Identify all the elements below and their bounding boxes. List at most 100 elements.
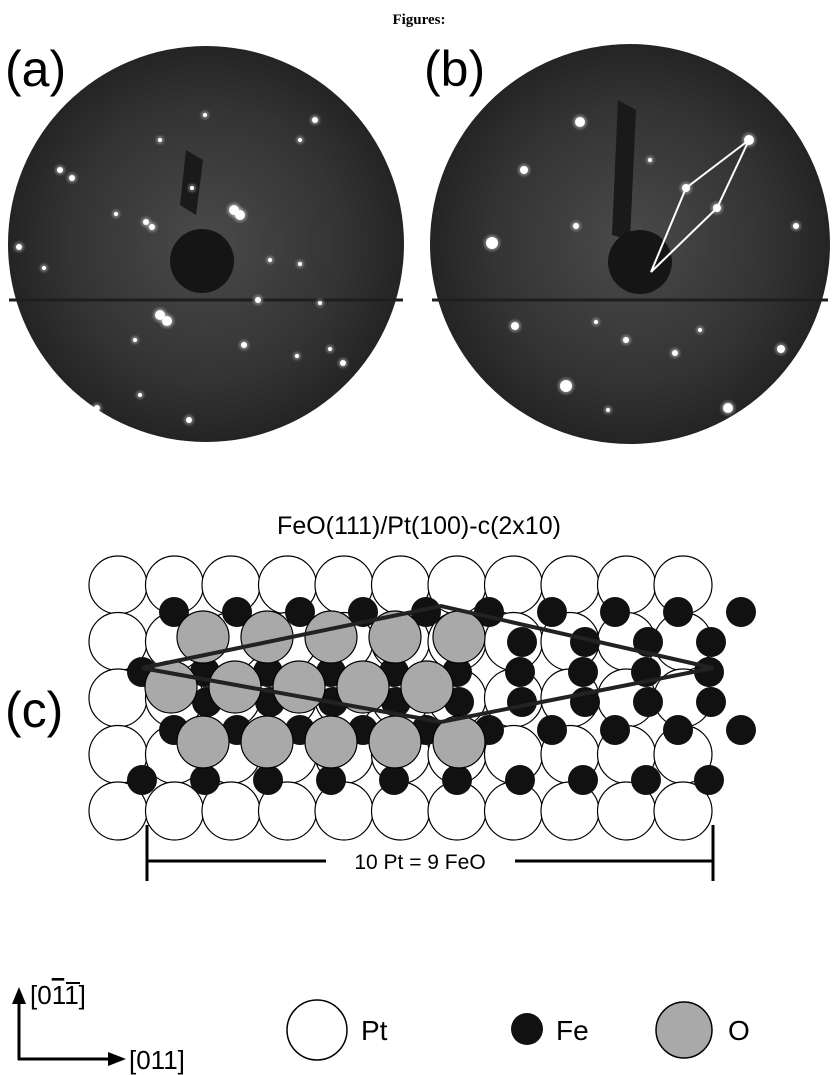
fe-atom [507,627,537,657]
o-atom [432,610,486,664]
o-atom [304,610,358,664]
legend-o-label: O [728,1015,750,1046]
legend-pt-swatch [286,999,348,1061]
diffraction-spot-a [266,256,274,264]
diffraction-spot-b [721,401,735,415]
diffraction-spot-b [696,326,704,334]
diffraction-spot-b [670,348,680,358]
o-atom-layer [144,610,486,769]
panel-a-label: (a) [5,41,66,97]
diffraction-spot-a [310,115,320,125]
o-atom [336,660,390,714]
diffraction-spot-a [316,299,324,307]
fe-atom [127,765,157,795]
supercell-outline [141,603,714,725]
o-atom [304,715,358,769]
o-atom [400,660,454,714]
legend-fe-swatch [511,1013,543,1045]
fe-atom [316,765,346,795]
fe-atom [570,627,600,657]
legend: Pt Fe O [286,999,750,1061]
panel-c: FeO(111)/Pt(100)-c(2x10) (c) 10 Pt = 9 F… [5,512,756,881]
diffraction-spot-a [136,391,144,399]
diffraction-spot-a [296,260,304,268]
legend-pt-label: Pt [361,1015,388,1046]
electron-gun-shadow-a [180,150,203,215]
diffraction-spot-a [40,264,48,272]
vertical-axis-label: [011] [30,980,86,1010]
pt-atom [88,555,148,615]
fe-atom [568,765,598,795]
diffraction-spot-a [233,208,247,222]
electron-gun-b [608,230,672,294]
panel-c-label: (c) [5,682,63,738]
fe-atom [694,765,724,795]
diffraction-spot-a [14,242,24,252]
o-atom [272,660,326,714]
o-atom [368,715,422,769]
diffraction-spot-b [573,115,587,129]
leed-pattern-b [430,44,830,444]
diffraction-spot-a [184,415,194,425]
legend-item-fe: Fe [511,1013,589,1046]
diffraction-spot-a [326,345,334,353]
fe-atom [222,597,252,627]
fe-atom [600,597,630,627]
fe-atom [696,627,726,657]
fe-atom [663,597,693,627]
diffraction-spot-a [239,340,249,350]
o-atom [368,610,422,664]
fe-atom [568,657,598,687]
fe-atom [190,765,220,795]
diffraction-spot-b [558,378,574,394]
fe-atom [411,597,441,627]
scale-bar: 10 Pt = 9 FeO [145,825,715,881]
o-atom [176,715,230,769]
fe-atom [631,765,661,795]
diffraction-spot-b [509,320,521,332]
scale-bar-label: 10 Pt = 9 FeO [354,851,485,874]
diffraction-spot-a [296,136,304,144]
fe-atom [663,715,693,745]
legend-o-swatch [655,1001,713,1059]
horizontal-axis-label: [011] [129,1045,185,1075]
diffraction-spot-a [253,295,263,305]
diffraction-spot-b [775,343,787,355]
fe-atom [696,687,726,717]
fe-atom [285,597,315,627]
fe-atom [726,715,756,745]
diffraction-spot-b [621,335,631,345]
diffraction-spot-b [592,318,600,326]
diffraction-spot-a [188,184,196,192]
legend-item-pt: Pt [286,999,388,1061]
diffraction-spot-a [147,222,157,232]
diffraction-spots-a [14,111,348,425]
diffraction-spot-b [571,221,581,231]
diffraction-spot-b [604,406,612,414]
fe-atom [537,597,567,627]
legend-fe-label: Fe [556,1015,589,1046]
leed-pattern-a [8,46,404,442]
pt-atom [653,781,713,841]
diffraction-spot-a [67,173,77,183]
diffraction-spot-a [293,352,301,360]
o-atom [432,715,486,769]
diffraction-spot-a [156,136,164,144]
fe-atom [379,765,409,795]
diffraction-spot-b [646,156,654,164]
direction-axes: [011] [011] [12,980,185,1075]
fe-atom [159,597,189,627]
vertical-axis-arrowhead [12,987,26,1004]
diffraction-spot-a [55,165,65,175]
diffraction-spot-a [131,336,139,344]
diffraction-spot-a [338,358,348,368]
o-atom [240,715,294,769]
legend-item-o: O [655,1001,750,1059]
unit-cell-rhombus [650,139,750,273]
fe-atom [633,687,663,717]
horizontal-axis-arrowhead [108,1052,126,1066]
diffraction-spot-a [201,111,209,119]
electron-gun-a [170,229,234,293]
panel-b: (b) [424,41,830,444]
